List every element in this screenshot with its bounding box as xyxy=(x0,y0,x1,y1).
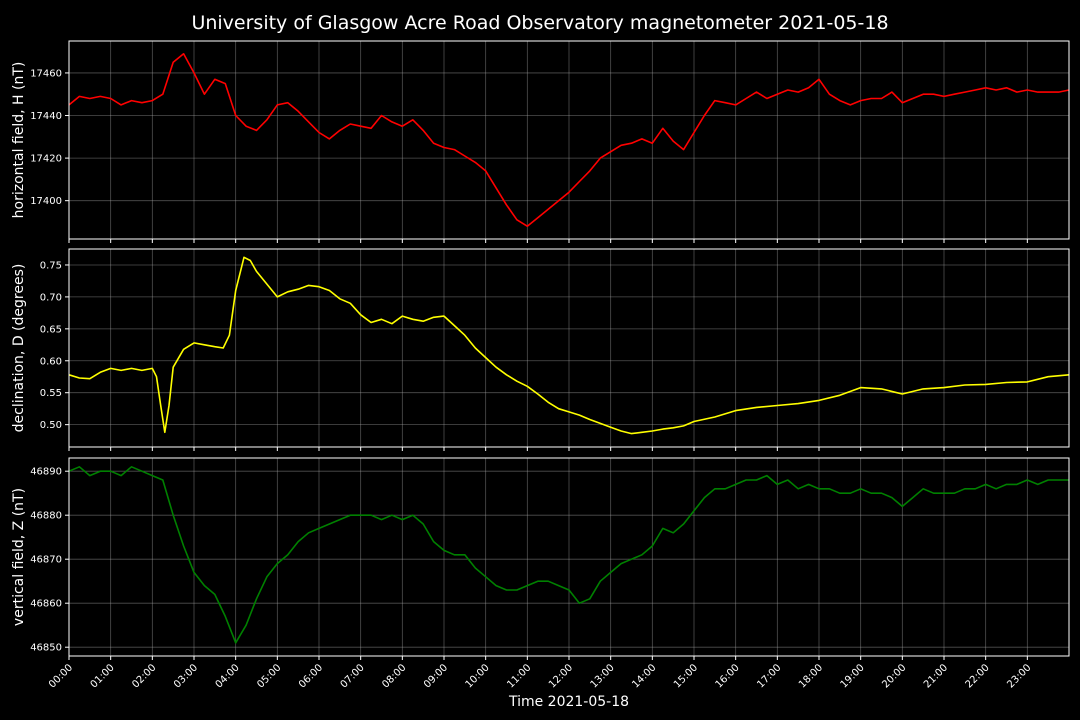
series-line-2 xyxy=(68,256,1070,435)
series-line-3 xyxy=(68,466,1069,644)
y-tick-label: 17420 xyxy=(30,154,62,165)
y-tick-label: 17440 xyxy=(30,111,62,122)
y-tick-label: 17460 xyxy=(30,68,62,79)
x-tick-label: 02:00 xyxy=(130,662,158,690)
y-axis-label-3: vertical field, Z (nT) xyxy=(11,488,27,626)
panel-2: 0.50 0.55 0.60 0.65 0.70 0.75 declination, D (… xyxy=(11,248,1070,451)
x-tick-label: 11:00 xyxy=(505,662,533,690)
x-tick-label: 18:00 xyxy=(797,662,825,690)
x-tick-label: 20:00 xyxy=(880,662,908,690)
chart-title: University of Glasgow Acre Road Observat… xyxy=(191,12,888,34)
y-axis-label-2: declination, D (degrees) xyxy=(11,264,27,433)
x-tick-label: 16:00 xyxy=(714,662,742,690)
y-tick-label: 46890 xyxy=(30,467,62,478)
x-tick-label: 23:00 xyxy=(1005,662,1033,690)
x-tick-label: 00:00 xyxy=(47,662,75,690)
x-tick-label: 14:00 xyxy=(630,662,658,690)
x-tick-label: 04:00 xyxy=(214,662,242,690)
x-tick-label: 03:00 xyxy=(172,662,200,690)
y-tick-label: 46870 xyxy=(30,555,62,566)
x-tick-label: 07:00 xyxy=(339,662,367,690)
y-tick-label: 0.50 xyxy=(40,420,62,431)
x-tick-label: 09:00 xyxy=(422,662,450,690)
x-tick-label: 13:00 xyxy=(589,662,617,690)
x-tick-label: 19:00 xyxy=(839,662,867,690)
y-tick-label: 46880 xyxy=(30,511,62,522)
y-tick-label: 0.75 xyxy=(40,260,62,271)
y-tick-label: 0.65 xyxy=(40,324,62,335)
x-tick-label: 01:00 xyxy=(89,662,117,690)
x-tick-label: 06:00 xyxy=(297,662,325,690)
x-tick-labels: 00:00 01:00 02:00 03:00 04:00 05:00 06:00 07:00… xyxy=(47,662,1033,690)
y-axis-label-1: horizontal field, H (nT) xyxy=(11,62,27,219)
y-tick-label: 46860 xyxy=(30,599,62,610)
x-tick-label: 21:00 xyxy=(922,662,950,690)
x-tick-label: 05:00 xyxy=(255,662,283,690)
x-tick-label: 12:00 xyxy=(547,662,575,690)
series-line-1 xyxy=(68,53,1070,227)
x-tick-label: 17:00 xyxy=(755,662,783,690)
x-tick-label: 10:00 xyxy=(464,662,492,690)
x-tick-label: 22:00 xyxy=(964,662,992,690)
x-tick-label: 15:00 xyxy=(672,662,700,690)
y-tick-label: 46850 xyxy=(30,643,62,654)
x-axis-label: Time 2021-05-18 xyxy=(508,694,629,710)
x-tick-label: 08:00 xyxy=(380,662,408,690)
y-tick-label: 17400 xyxy=(30,196,62,207)
y-tick-label: 0.60 xyxy=(40,356,62,367)
y-tick-label: 0.70 xyxy=(40,292,62,303)
y-tick-label: 0.55 xyxy=(40,388,62,399)
